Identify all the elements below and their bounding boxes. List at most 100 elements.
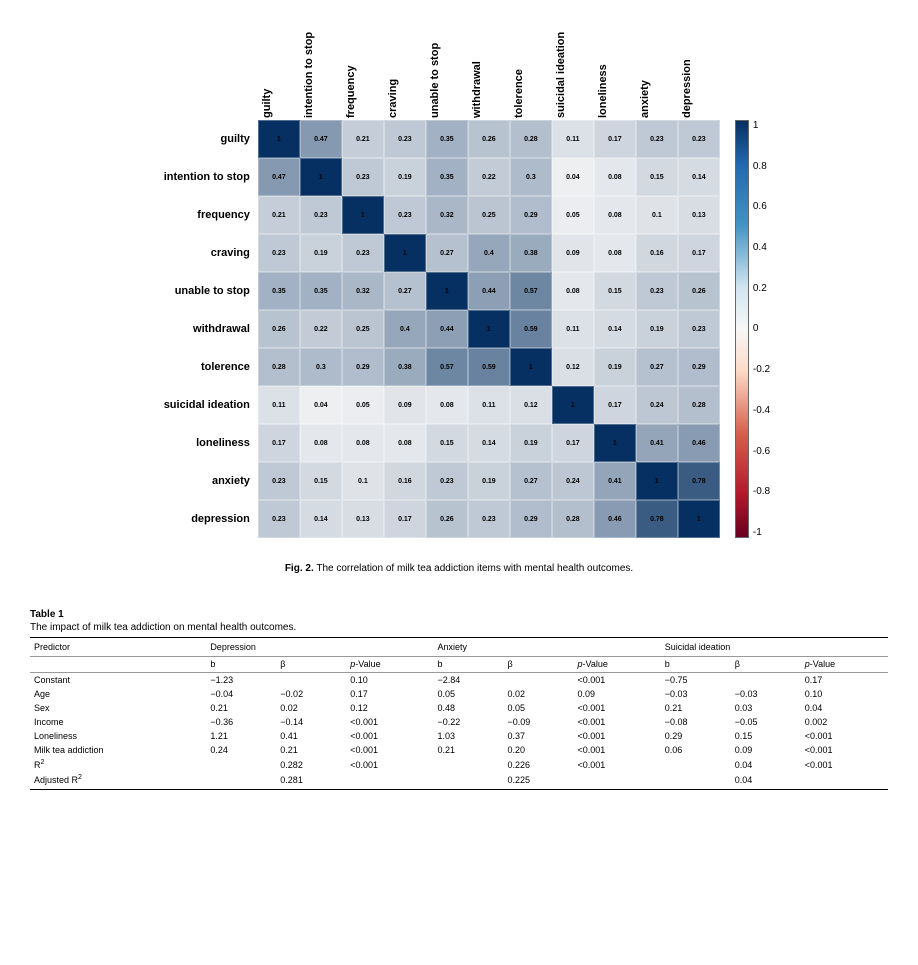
heatmap-cell: 0.23 [384, 120, 426, 158]
heatmap-cell: 0.26 [426, 500, 468, 538]
heatmap-cell: 1 [678, 500, 720, 538]
heatmap-cell: 1 [342, 196, 384, 234]
value-cell: 0.225 [504, 772, 574, 790]
value-cell [801, 772, 888, 790]
value-cell: <0.001 [574, 729, 661, 743]
heatmap-cell: 0.28 [510, 120, 552, 158]
colorbar-area: 10.80.60.40.20-0.2-0.4-0.6-0.8-1 [735, 120, 770, 538]
value-cell: −0.05 [731, 715, 801, 729]
group-header: Depression [206, 638, 433, 657]
heatmap-cell: 0.23 [342, 158, 384, 196]
value-cell: 0.05 [434, 687, 504, 701]
group-header: Suicidal ideation [661, 638, 888, 657]
value-cell [574, 772, 661, 790]
heatmap-cell: 0.23 [678, 310, 720, 348]
value-cell [206, 772, 276, 790]
heatmap-cell: 0.08 [594, 158, 636, 196]
value-cell: 0.002 [801, 715, 888, 729]
heatmap-cell: 0.12 [510, 386, 552, 424]
heatmap-wrapper: guiltyintention to stopfrequencycravingu… [148, 20, 770, 538]
heatmap-cell: 0.23 [426, 462, 468, 500]
heatmap-cell: 0.57 [510, 272, 552, 310]
value-cell: <0.001 [346, 757, 433, 772]
row-label: intention to stop [148, 171, 258, 183]
table-body: Constant−1.230.10−2.84<0.001−0.750.17Age… [30, 673, 888, 790]
sub-header: b [434, 657, 504, 673]
predictor-cell: Milk tea addiction [30, 743, 206, 757]
heatmap-row: craving0.230.190.2310.270.40.380.090.080… [148, 234, 720, 272]
heatmap-cell: 0.17 [594, 386, 636, 424]
sub-header: p-Value [574, 657, 661, 673]
heatmap-cell: 0.46 [594, 500, 636, 538]
heatmap-cell: 0.13 [342, 500, 384, 538]
value-cell: −0.22 [434, 715, 504, 729]
sub-header: p-Value [346, 657, 433, 673]
table-group-header-row: Predictor Depression Anxiety Suicidal id… [30, 638, 888, 657]
heatmap-rows: guilty10.470.210.230.350.260.280.110.170… [148, 120, 720, 538]
heatmap-cell: 0.19 [300, 234, 342, 272]
row-label: unable to stop [148, 285, 258, 297]
heatmap-cell: 0.23 [636, 272, 678, 310]
heatmap-cell: 0.15 [636, 158, 678, 196]
value-cell: 1.03 [434, 729, 504, 743]
heatmap-column-labels: guiltyintention to stopfrequencycravingu… [258, 20, 720, 120]
group-header: Anxiety [434, 638, 661, 657]
heatmap-cell: 0.25 [468, 196, 510, 234]
heatmap-row: frequency0.210.2310.230.320.250.290.050.… [148, 196, 720, 234]
table-row: Income−0.36−0.14<0.001−0.22−0.09<0.001−0… [30, 715, 888, 729]
heatmap-cell: 1 [594, 424, 636, 462]
value-cell: 0.17 [801, 673, 888, 688]
heatmap-cell: 0.25 [342, 310, 384, 348]
heatmap-cell: 0.26 [468, 120, 510, 158]
heatmap-cell: 0.15 [426, 424, 468, 462]
row-label: withdrawal [148, 323, 258, 335]
heatmap-cell: 0.17 [594, 120, 636, 158]
heatmap-cell: 0.41 [594, 462, 636, 500]
heatmap-cell: 0.29 [510, 500, 552, 538]
table-row: Loneliness1.210.41<0.0011.030.37<0.0010.… [30, 729, 888, 743]
value-cell: 0.12 [346, 701, 433, 715]
value-cell: 0.10 [801, 687, 888, 701]
heatmap-cell: 1 [300, 158, 342, 196]
predictor-cell: R2 [30, 757, 206, 772]
value-cell: 0.06 [661, 743, 731, 757]
heatmap-row: tolerence0.280.30.290.380.570.5910.120.1… [148, 348, 720, 386]
sub-header: p-Value [801, 657, 888, 673]
value-cell [661, 757, 731, 772]
heatmap-cell: 0.17 [384, 500, 426, 538]
heatmap-cell: 0.14 [594, 310, 636, 348]
heatmap-cell: 0.35 [300, 272, 342, 310]
heatmap-cell: 0.28 [678, 386, 720, 424]
heatmap-row: suicidal ideation0.110.040.050.090.080.1… [148, 386, 720, 424]
heatmap-cell: 0.08 [594, 196, 636, 234]
heatmap-cell: 0.16 [384, 462, 426, 500]
heatmap-cell: 0.57 [426, 348, 468, 386]
value-cell: <0.001 [801, 743, 888, 757]
colorbar-tick: 0.6 [753, 201, 770, 212]
value-cell [346, 772, 433, 790]
value-cell: −0.03 [731, 687, 801, 701]
value-cell: 0.15 [731, 729, 801, 743]
heatmap-cell: 0.08 [552, 272, 594, 310]
table-row: Constant−1.230.10−2.84<0.001−0.750.17 [30, 673, 888, 688]
heatmap-cell: 0.23 [468, 500, 510, 538]
value-cell: −0.36 [206, 715, 276, 729]
heatmap-cell: 0.32 [426, 196, 468, 234]
heatmap-cell: 0.11 [552, 120, 594, 158]
heatmap-cell: 0.38 [384, 348, 426, 386]
value-cell: 0.21 [206, 701, 276, 715]
value-cell: 0.20 [504, 743, 574, 757]
heatmap-cell: 0.24 [636, 386, 678, 424]
correlation-heatmap-figure: guiltyintention to stopfrequencycravingu… [30, 20, 888, 538]
heatmap-cell: 0.23 [678, 120, 720, 158]
colorbar-tick: 1 [753, 120, 770, 131]
heatmap-cell: 0.47 [300, 120, 342, 158]
row-label: loneliness [148, 437, 258, 449]
heatmap-row: loneliness0.170.080.080.080.150.140.190.… [148, 424, 720, 462]
heatmap-cell: 0.21 [258, 196, 300, 234]
value-cell: 0.21 [276, 743, 346, 757]
heatmap-cell: 0.29 [678, 348, 720, 386]
heatmap-cell: 0.29 [510, 196, 552, 234]
value-cell: <0.001 [346, 715, 433, 729]
heatmap-cell: 0.3 [510, 158, 552, 196]
